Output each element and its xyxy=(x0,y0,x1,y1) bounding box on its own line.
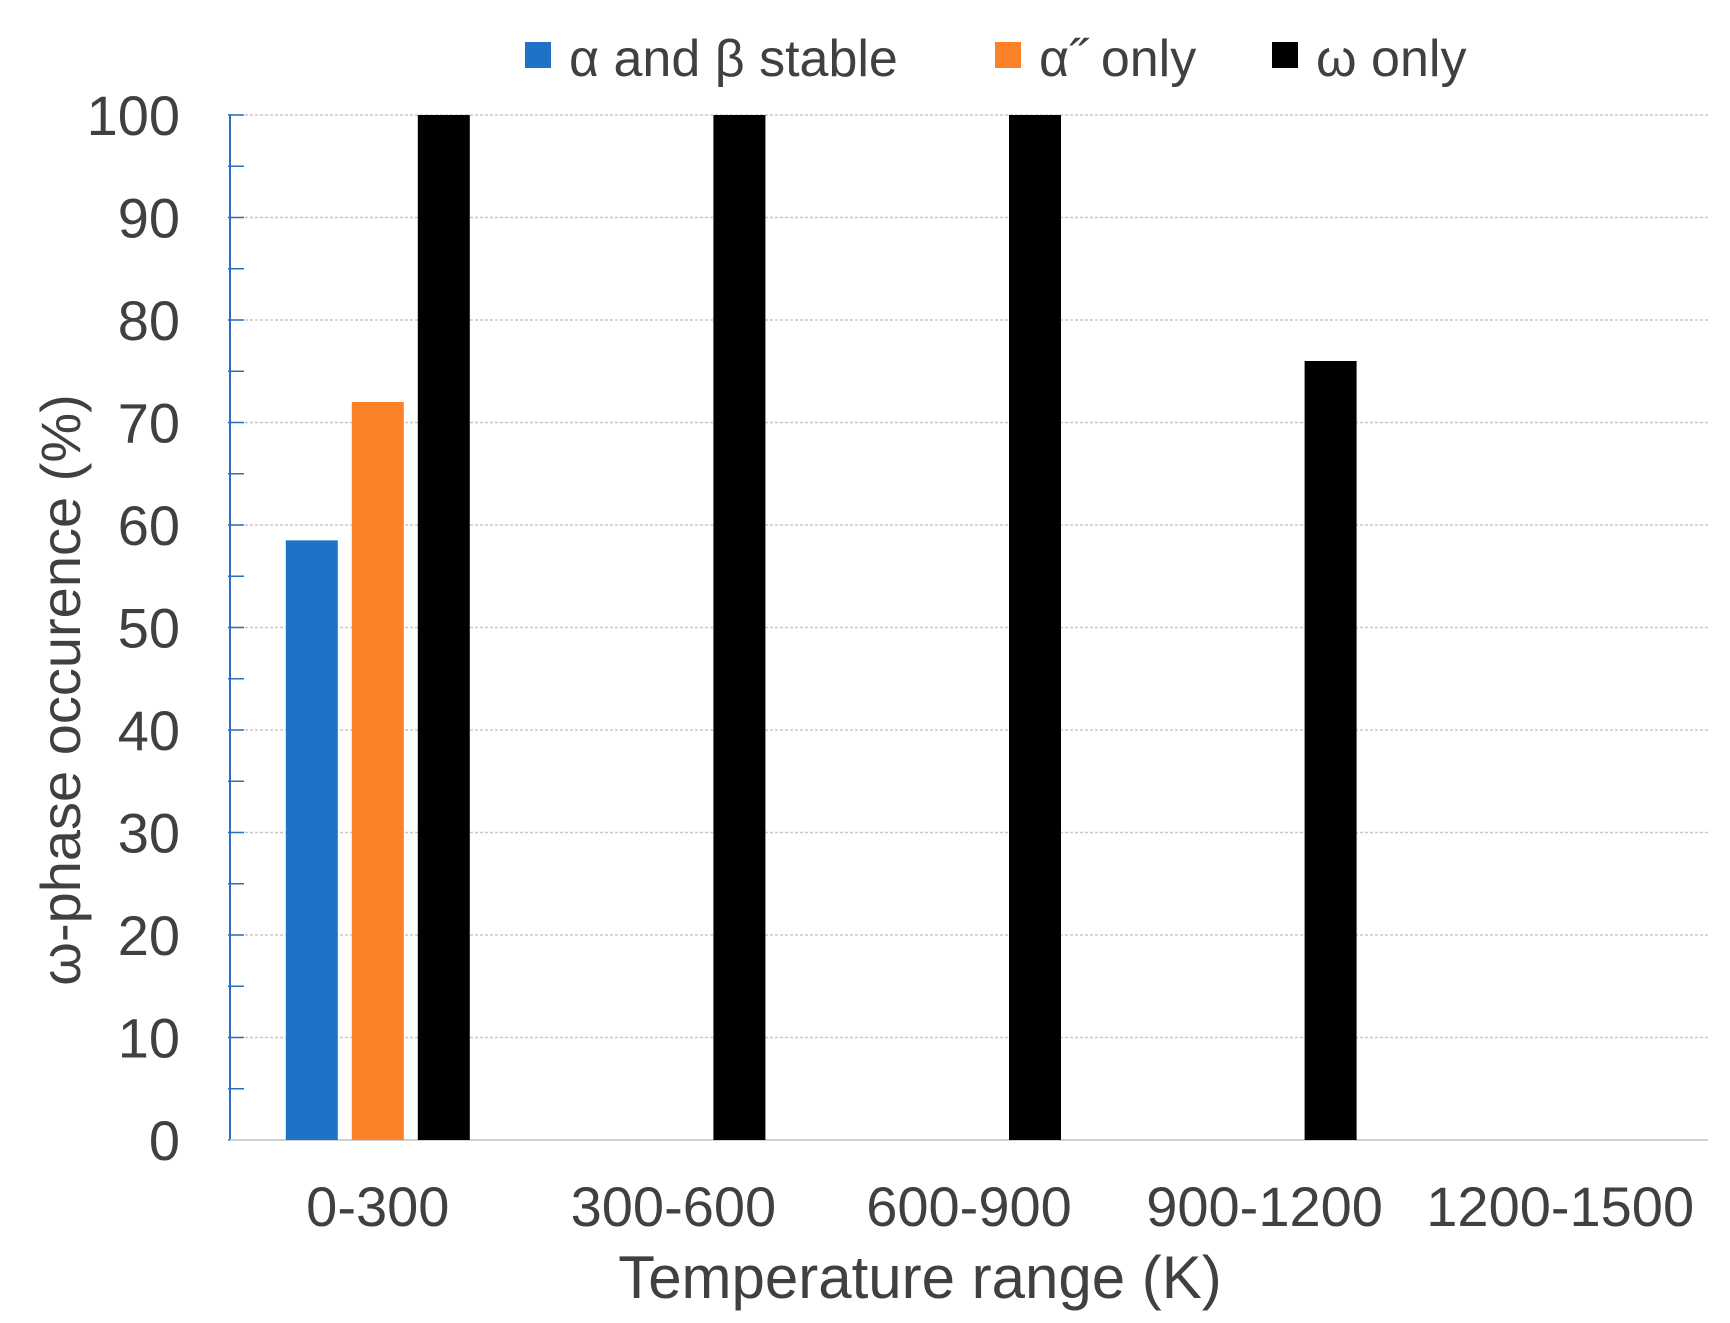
y-tick-label: 60 xyxy=(118,494,180,557)
bar-900-1200-2 xyxy=(1304,361,1357,1140)
y-tick-label: 20 xyxy=(118,904,180,967)
legend: α and β stable α˝ only ω only xyxy=(525,30,1466,88)
legend-label: ω only xyxy=(1316,30,1466,88)
legend-swatch xyxy=(525,42,551,68)
legend-label: α and β stable xyxy=(569,30,898,88)
x-tick-label: 600-900 xyxy=(866,1175,1072,1238)
y-tick-label: 70 xyxy=(118,392,180,455)
x-tick-label: 0-300 xyxy=(306,1175,449,1238)
y-tick-label: 80 xyxy=(118,289,180,352)
y-tick-label: 100 xyxy=(87,84,180,147)
gridlines xyxy=(230,114,1708,1039)
legend-swatch xyxy=(995,42,1021,68)
x-tick-label: 1200-1500 xyxy=(1426,1175,1694,1238)
y-axis-title: ω-phase occurence (%) xyxy=(29,394,92,986)
y-tick-labels: 0 10 20 30 40 50 60 70 80 90 100 xyxy=(87,84,180,1172)
y-tick-label: 90 xyxy=(118,187,180,250)
y-tick-label: 40 xyxy=(118,699,180,762)
y-tick-label: 0 xyxy=(149,1109,180,1172)
legend-swatch xyxy=(1272,42,1298,68)
x-tick-label: 900-1200 xyxy=(1146,1175,1383,1238)
axes xyxy=(228,114,1708,1141)
x-tick-label: 300-600 xyxy=(571,1175,777,1238)
bar-600-900-2 xyxy=(1009,115,1061,1140)
legend-label: α˝ only xyxy=(1039,30,1196,88)
bar-0-300-2 xyxy=(417,115,470,1140)
y-tick-label: 30 xyxy=(118,802,180,865)
bars xyxy=(285,115,1357,1140)
bar-0-300-0 xyxy=(285,540,338,1140)
bar-300-600-2 xyxy=(713,115,766,1140)
x-tick-labels: 0-300 300-600 600-900 900-1200 1200-1500 xyxy=(306,1175,1694,1238)
y-tick-label: 10 xyxy=(118,1007,180,1070)
x-axis-title: Temperature range (K) xyxy=(618,1244,1222,1311)
y-tick-label: 50 xyxy=(118,597,180,660)
bar-0-300-1 xyxy=(351,402,404,1140)
